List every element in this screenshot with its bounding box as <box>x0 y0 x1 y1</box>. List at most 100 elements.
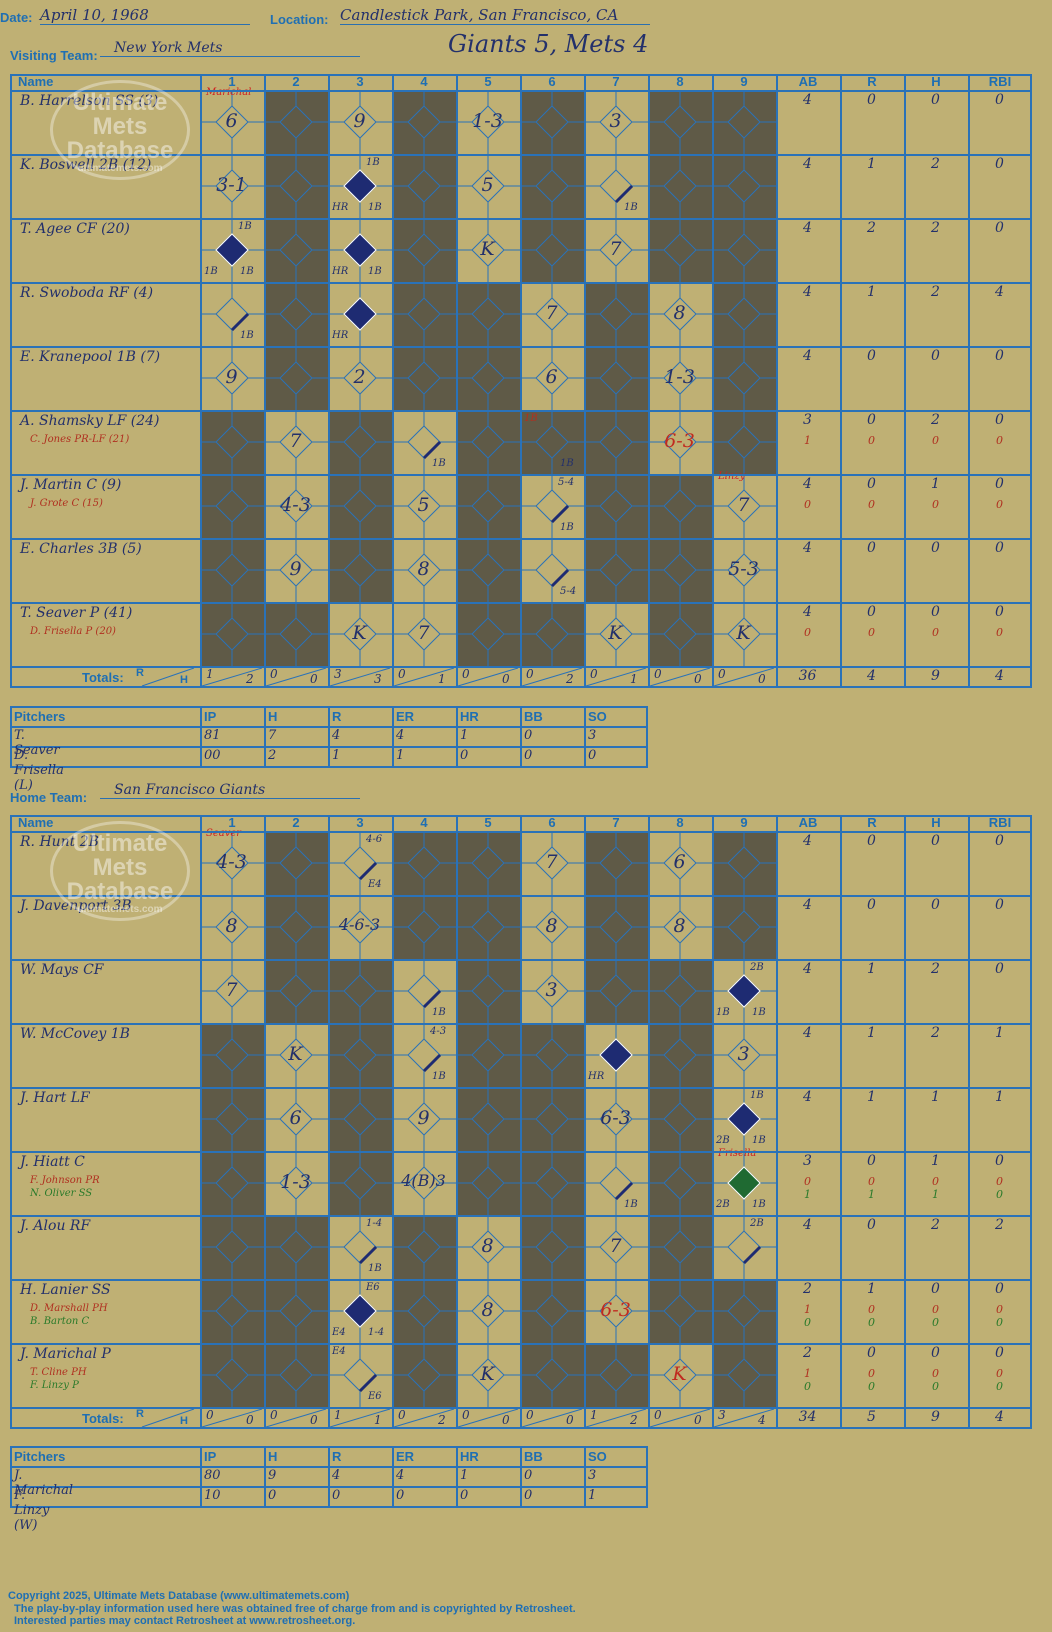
play-result: 8 <box>481 1299 494 1321</box>
player-stat: 1 <box>867 1089 876 1105</box>
substitute-stat: 0 <box>996 1175 1003 1188</box>
grid-line <box>904 74 906 688</box>
inning-hits-total: 1 <box>630 672 638 686</box>
grid-line <box>392 706 394 768</box>
diamond-icon <box>584 90 648 154</box>
play-result: K <box>480 1363 495 1385</box>
play-result: 9 <box>225 366 238 388</box>
play-result: 3 <box>545 979 558 1001</box>
diamond-icon <box>648 1087 712 1151</box>
substitute-stat: 0 <box>932 434 939 447</box>
column-header-inning: 6 <box>548 815 556 830</box>
grid-line <box>520 74 522 688</box>
play-result: 4(B)3 <box>401 1171 446 1190</box>
diamond-icon <box>456 831 520 895</box>
home-team-label: Home Team: <box>10 790 88 805</box>
diamond-icon <box>584 218 648 282</box>
player-stat: 1 <box>867 1281 876 1297</box>
player-stat: 1 <box>995 1025 1004 1041</box>
player-stat: 0 <box>867 833 876 849</box>
substitute-stat: 0 <box>996 626 1003 639</box>
play-annotation: 1-4 <box>366 1218 383 1229</box>
player-stat: 0 <box>867 1153 876 1169</box>
substitute-stat: 0 <box>804 498 811 511</box>
pitchers-header: Pitchers <box>14 1449 66 1464</box>
logo-url: ultimatemets.com <box>77 904 163 915</box>
diamond-icon <box>264 474 328 538</box>
totals-divider-icon <box>392 666 455 688</box>
substitute-stat: 0 <box>932 1367 939 1380</box>
player-stat: 0 <box>995 348 1004 364</box>
run-scored-diamond-icon <box>712 1087 775 1150</box>
play-annotation: 1B <box>560 458 574 469</box>
diamond-icon <box>264 1087 328 1151</box>
diamond-icon <box>584 1151 648 1215</box>
inning-runs-total: 0 <box>398 1408 406 1422</box>
visiting-team-value: New York Mets <box>100 40 360 57</box>
player-stat: 0 <box>995 540 1004 556</box>
totals-divider-icon <box>712 1407 775 1429</box>
player-stat: 0 <box>931 604 940 620</box>
date-label: Date: <box>0 10 33 25</box>
player-stat: 4 <box>803 1025 812 1041</box>
diamond-icon <box>392 831 456 895</box>
pitchers-header: Pitchers <box>14 709 66 724</box>
grid-line <box>712 74 714 688</box>
play-annotation: 1B <box>524 413 538 424</box>
play-annotation: HR <box>332 330 349 341</box>
player-stat: 2 <box>931 1025 940 1041</box>
play-result: 2 <box>353 366 366 388</box>
player-stat: 1 <box>867 156 876 172</box>
team-stat-total: 5 <box>867 1409 876 1425</box>
totals-divider-icon <box>132 666 195 688</box>
diamond-icon <box>328 474 392 538</box>
diamond-icon <box>584 602 648 666</box>
grid-line <box>840 74 842 688</box>
diamond-icon <box>200 1087 264 1151</box>
diamond-icon <box>392 346 456 410</box>
play-annotation: 1B <box>752 1135 766 1146</box>
diamond-icon <box>200 410 264 474</box>
inning-runs-total: 1 <box>206 667 214 681</box>
column-header-stat: H <box>931 815 941 830</box>
substitute-name: D. Marshall PH <box>30 1303 108 1314</box>
diamond-icon <box>712 474 776 538</box>
diamond-icon <box>264 1151 328 1215</box>
inning-runs-total: 0 <box>590 667 598 681</box>
location-label: Location: <box>270 12 329 27</box>
diamond-icon <box>584 1343 648 1407</box>
substitute-stat: 1 <box>868 1188 875 1201</box>
play-annotation: 5-4 <box>560 586 577 597</box>
grid-line <box>10 706 12 768</box>
diamond-icon <box>200 959 264 1023</box>
column-header-inning: 9 <box>740 815 748 830</box>
column-header-inning: 7 <box>612 74 620 89</box>
diamond-icon <box>520 831 584 895</box>
pitcher-stat: 1 <box>460 728 469 743</box>
diamond-icon <box>648 1343 712 1407</box>
diamond-icon <box>392 1151 456 1215</box>
inning-runs-total: 3 <box>334 667 342 681</box>
player-stat: 2 <box>931 412 940 428</box>
diamond-icon <box>264 1279 328 1343</box>
grid-line <box>392 1446 394 1508</box>
play-result: 4-3 <box>280 494 311 516</box>
ultimate-mets-database-logo: Ultimate Mets Database ultimatemets.com <box>50 80 190 180</box>
totals-divider-icon <box>328 666 391 688</box>
player-stat: 0 <box>995 1153 1004 1169</box>
inning-runs-total: 0 <box>654 1408 662 1422</box>
diamond-icon <box>264 218 328 282</box>
diamond-icon <box>648 218 712 282</box>
diamond-icon <box>648 602 712 666</box>
team-stat-total: 4 <box>867 668 876 684</box>
play-result: 8 <box>417 558 430 580</box>
diamond-icon <box>712 602 776 666</box>
diamond-icon <box>392 90 456 154</box>
player-stat: 2 <box>803 1345 812 1361</box>
play-result: 6 <box>225 110 238 132</box>
pitcher-name: T. Seaver <box>14 728 60 758</box>
grid-line <box>584 74 586 688</box>
substitute-stat: 0 <box>868 1367 875 1380</box>
pitchers-header: ER <box>396 709 415 724</box>
pitcher-stat: 4 <box>332 1468 341 1483</box>
